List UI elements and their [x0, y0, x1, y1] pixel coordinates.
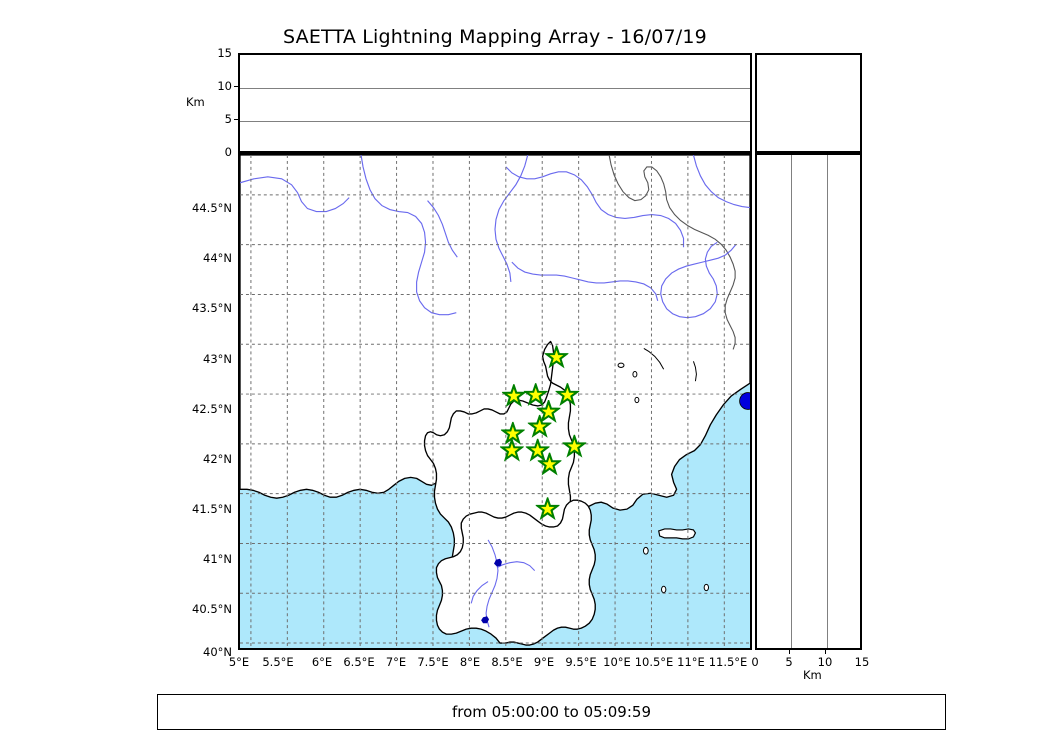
map-xtick-10_5: 10.5°E	[634, 655, 674, 669]
map-ytick-44: 44°N	[203, 251, 232, 265]
map-xtick-10: 10°E	[603, 655, 631, 669]
right-panel-xtick-0: 0	[751, 655, 759, 669]
right-panel-gridline-10	[827, 155, 828, 648]
right-panel-tickmark-10	[825, 650, 826, 654]
elba-island	[658, 528, 697, 540]
time-range-status-bar[interactable]: from 05:00:00 to 05:09:59	[157, 694, 946, 730]
map-xtick-6: 6°E	[311, 655, 333, 669]
sardinia-island	[435, 499, 596, 646]
islet-outline	[692, 361, 697, 382]
rivers	[240, 155, 750, 319]
map-xtick-9_5: 9.5°E	[565, 655, 597, 669]
map-xtick-8_5: 8.5°E	[491, 655, 523, 669]
top-panel-ytick-0: 0	[224, 145, 232, 159]
top-panel-ytick-10: 10	[217, 79, 232, 93]
right-panel-gridline-5	[791, 155, 792, 648]
map-ytick-40_5: 40.5°N	[192, 602, 232, 616]
map-ytick-43: 43°N	[203, 352, 232, 366]
right-panel-xtick-5: 5	[785, 655, 793, 669]
top-panel-tickmark-10	[234, 86, 238, 87]
map-ytick-42: 42°N	[203, 452, 232, 466]
map-panel[interactable]	[238, 153, 752, 650]
map-ytick-44_5: 44.5°N	[192, 201, 232, 215]
map-xtick-9: 9°E	[533, 655, 555, 669]
top-panel-tickmark-5	[234, 119, 238, 120]
sardinia-lake-2	[481, 616, 490, 624]
small-island-3	[703, 583, 710, 592]
small-island-2	[660, 585, 667, 594]
small-island-6	[634, 396, 640, 404]
map-xtick-5: 5°E	[228, 655, 250, 669]
map-xtick-11: 11°E	[677, 655, 705, 669]
map-ytick-43_5: 43.5°N	[192, 301, 232, 315]
map-xtick-11_5: 11.5°E	[708, 655, 748, 669]
map-xtick-7: 7°E	[385, 655, 407, 669]
right-height-panel[interactable]	[755, 153, 862, 650]
lightning-source-marker	[739, 392, 750, 410]
page-title: SAETTA Lightning Mapping Array - 16/07/1…	[283, 26, 707, 48]
right-panel-xtick-10: 10	[817, 655, 833, 669]
right-panel-xtick-15: 15	[854, 655, 870, 669]
map-ytick-42_5: 42.5°N	[192, 402, 232, 416]
map-xtick-8: 8°E	[459, 655, 481, 669]
small-island-4	[617, 362, 625, 368]
right-panel-tickmark-5	[789, 650, 790, 654]
map-xtick-7_5: 7.5°E	[417, 655, 449, 669]
map-xtick-6_5: 6.5°E	[343, 655, 375, 669]
map-ytick-41_5: 41.5°N	[192, 502, 232, 516]
map-graphic	[240, 155, 750, 648]
map-xtick-5_5: 5.5°E	[262, 655, 294, 669]
map-ytick-41: 41°N	[203, 552, 232, 566]
sardinia-lake-1	[494, 558, 502, 567]
top-panel-gridline-10	[240, 88, 750, 89]
top-panel-ytick-15: 15	[217, 46, 232, 60]
corner-panel	[755, 53, 862, 153]
time-range-text: from 05:00:00 to 05:09:59	[451, 703, 651, 721]
right-panel-xlabel: Km	[803, 668, 822, 682]
top-panel-ylabel: Km	[186, 95, 205, 109]
top-panel-ytick-5: 5	[224, 112, 232, 126]
map-ytick-40: 40°N	[203, 645, 232, 659]
small-island-5	[632, 370, 638, 378]
small-island-1	[642, 546, 649, 555]
top-height-panel[interactable]	[238, 53, 752, 153]
capraia-outline	[643, 348, 665, 370]
top-panel-gridline-5	[240, 121, 750, 122]
sardinia-rivers	[470, 539, 536, 628]
national-border	[608, 155, 736, 350]
